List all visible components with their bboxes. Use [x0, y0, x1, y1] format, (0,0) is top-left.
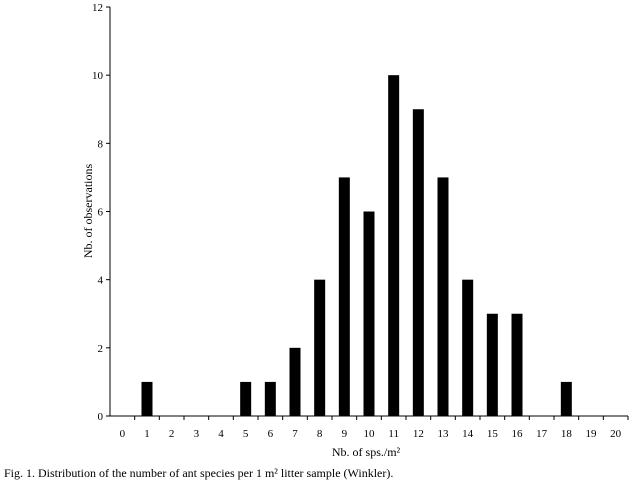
- bar-15: [486, 313, 498, 416]
- bar-5: [240, 381, 252, 416]
- y-tick-label-10: 10: [92, 70, 104, 82]
- bar-16: [511, 313, 523, 416]
- y-tick-label-12: 12: [92, 2, 103, 14]
- x-tick-label-13: 13: [438, 428, 450, 440]
- bar-14: [462, 279, 474, 416]
- bar-7: [289, 347, 301, 416]
- y-tick-label-4: 4: [98, 275, 104, 287]
- x-ticks-group: 0 1 2 3 4 5 6 7 8 9 10 11 12 13 14 15 16 17 18 19 20: [120, 416, 629, 440]
- y-tick-label-6: 6: [98, 207, 104, 219]
- x-tick-label-8: 8: [317, 428, 323, 440]
- x-tick-label-12: 12: [413, 428, 424, 440]
- bar-1: [141, 381, 153, 416]
- y-tick-label-2: 2: [98, 343, 104, 355]
- bar-12: [412, 109, 424, 416]
- x-tick-label-10: 10: [364, 428, 376, 440]
- x-tick-label-17: 17: [536, 428, 548, 440]
- x-tick-label-3: 3: [194, 428, 200, 440]
- x-tick-label-4: 4: [218, 428, 224, 440]
- x-tick-label-0: 0: [120, 428, 126, 440]
- x-tick-label-16: 16: [512, 428, 524, 440]
- bar-8: [314, 279, 326, 416]
- bar-13: [437, 177, 449, 416]
- y-ticks-group: 0 2 4 6 8 10 12: [92, 2, 110, 423]
- x-tick-label-6: 6: [268, 428, 274, 440]
- x-tick-label-20: 20: [610, 428, 622, 440]
- y-tick-label-8: 8: [98, 138, 104, 150]
- x-tick-label-19: 19: [586, 428, 598, 440]
- bar-18: [560, 381, 572, 416]
- y-axis-label: Nb. of observations: [81, 164, 95, 259]
- bar-11: [388, 75, 400, 417]
- x-tick-label-11: 11: [388, 428, 399, 440]
- x-tick-label-18: 18: [561, 428, 573, 440]
- bar-9: [338, 177, 350, 416]
- figure-caption: Fig. 1. Distribution of the number of an…: [4, 466, 394, 480]
- x-tick-label-9: 9: [342, 428, 348, 440]
- bar-6: [264, 381, 276, 416]
- x-tick-label-5: 5: [243, 428, 249, 440]
- y-tick-label-0: 0: [98, 411, 104, 423]
- x-tick-label-1: 1: [144, 428, 150, 440]
- bars-group: [141, 75, 572, 417]
- x-axis-label: Nb. of sps./m²: [332, 445, 401, 459]
- x-tick-label-15: 15: [487, 428, 499, 440]
- x-tick-label-7: 7: [292, 428, 298, 440]
- x-tick-label-14: 14: [462, 428, 474, 440]
- bar-10: [363, 211, 375, 416]
- x-tick-label-2: 2: [169, 428, 175, 440]
